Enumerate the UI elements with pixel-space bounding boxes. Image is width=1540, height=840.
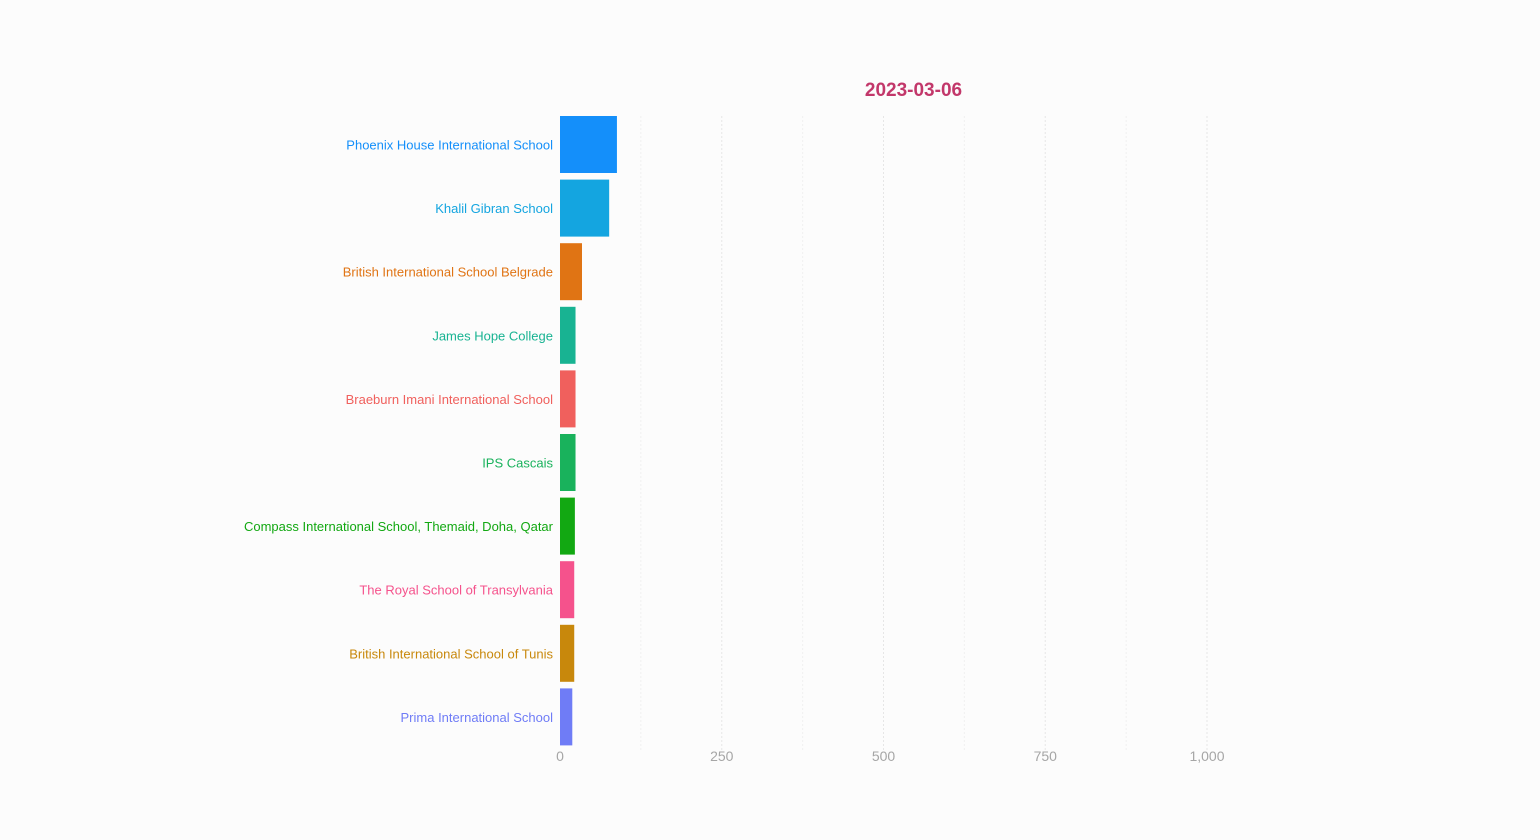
x-tick-label: 250 (710, 748, 734, 764)
x-tick-label: 0 (556, 748, 564, 764)
category-label: Phoenix House International School (346, 138, 553, 153)
grid-lines (640, 116, 1208, 752)
category-label: Khalil Gibran School (435, 201, 553, 216)
x-tick-label: 500 (872, 748, 896, 764)
chart-date-title: 2023-03-06 (864, 80, 963, 101)
category-label: IPS Cascais (482, 456, 553, 471)
category-labels: Phoenix House International School Khalil… (244, 138, 554, 725)
bars (560, 116, 617, 746)
x-tick-label: 750 (1034, 748, 1058, 764)
bar (560, 688, 573, 746)
bar (560, 561, 575, 619)
bar (560, 370, 576, 428)
bar (560, 497, 575, 555)
bar (560, 434, 576, 491)
bar (560, 306, 576, 364)
category-label: The Royal School of Transylvania (359, 583, 553, 598)
category-label: Prima International School (401, 710, 554, 725)
bar (560, 624, 575, 682)
category-label: Compass International School, Themaid, D… (244, 519, 554, 534)
category-label: British International School Belgrade (343, 265, 553, 280)
category-label: James Hope College (432, 328, 553, 343)
x-axis-ticks: 0 250 500 750 1,000 (556, 748, 1225, 764)
category-label: Braeburn Imani International School (346, 392, 554, 407)
bar (560, 179, 610, 237)
bar (560, 243, 582, 301)
category-label: British International School of Tunis (349, 646, 553, 661)
x-tick-label: 1,000 (1189, 748, 1224, 764)
bar (560, 116, 617, 173)
